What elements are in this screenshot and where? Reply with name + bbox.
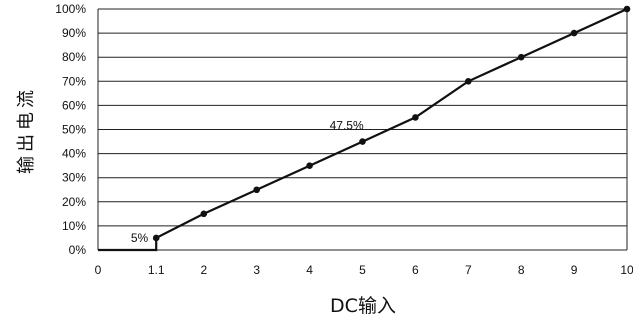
data-point (570, 29, 578, 37)
y-tick-label: 50% (62, 123, 86, 137)
y-tick-label: 0% (69, 243, 87, 257)
x-axis-label: DC输入 (330, 295, 396, 317)
x-tick-label: 3 (253, 263, 260, 277)
data-point (412, 114, 419, 121)
x-tick-label: 10 (620, 263, 633, 277)
y-tick-label: 90% (62, 26, 86, 40)
y-tick-label: 100% (55, 2, 86, 16)
annotations: 5% 47.5% (131, 119, 364, 245)
x-tick-label: 6 (412, 263, 419, 277)
x-tick-label: 1.1 (148, 263, 165, 277)
data-point (253, 186, 260, 194)
data-point (517, 53, 525, 61)
data-point (465, 78, 472, 85)
data-label: 47.5% (330, 119, 364, 133)
x-tick-label: 9 (571, 263, 578, 277)
x-tick-label: 0 (95, 263, 102, 277)
x-tick-label: 8 (518, 263, 525, 277)
x-tick-label: 2 (200, 263, 207, 277)
x-tick-label: 4 (306, 263, 313, 277)
y-tick-label: 60% (62, 98, 86, 112)
data-point (306, 162, 313, 169)
y-tick-label: 80% (62, 50, 86, 64)
y-tick-label: 40% (62, 147, 86, 161)
y-tick-label: 30% (62, 171, 86, 185)
y-axis-label: 输出电流 (16, 86, 37, 174)
grid-lines (98, 8, 627, 251)
x-tick-label: 5 (359, 263, 366, 277)
y-tick-label: 20% (62, 195, 86, 209)
x-tick-labels: 0 1.1 2 3 4 5 6 7 8 9 10 (95, 263, 633, 277)
axes (97, 9, 628, 251)
data-point (200, 210, 208, 218)
data-markers (152, 5, 631, 242)
x-tick-label: 7 (465, 263, 472, 277)
y-tick-label: 10% (62, 219, 86, 233)
y-tick-label: 70% (62, 74, 86, 88)
y-tick-labels: 0% 10% 20% 30% 40% 50% 60% 70% 80% 90% 100% (55, 2, 86, 257)
data-label: 5% (131, 231, 149, 245)
data-point (359, 138, 366, 145)
data-point (152, 234, 160, 242)
data-point (623, 5, 631, 13)
